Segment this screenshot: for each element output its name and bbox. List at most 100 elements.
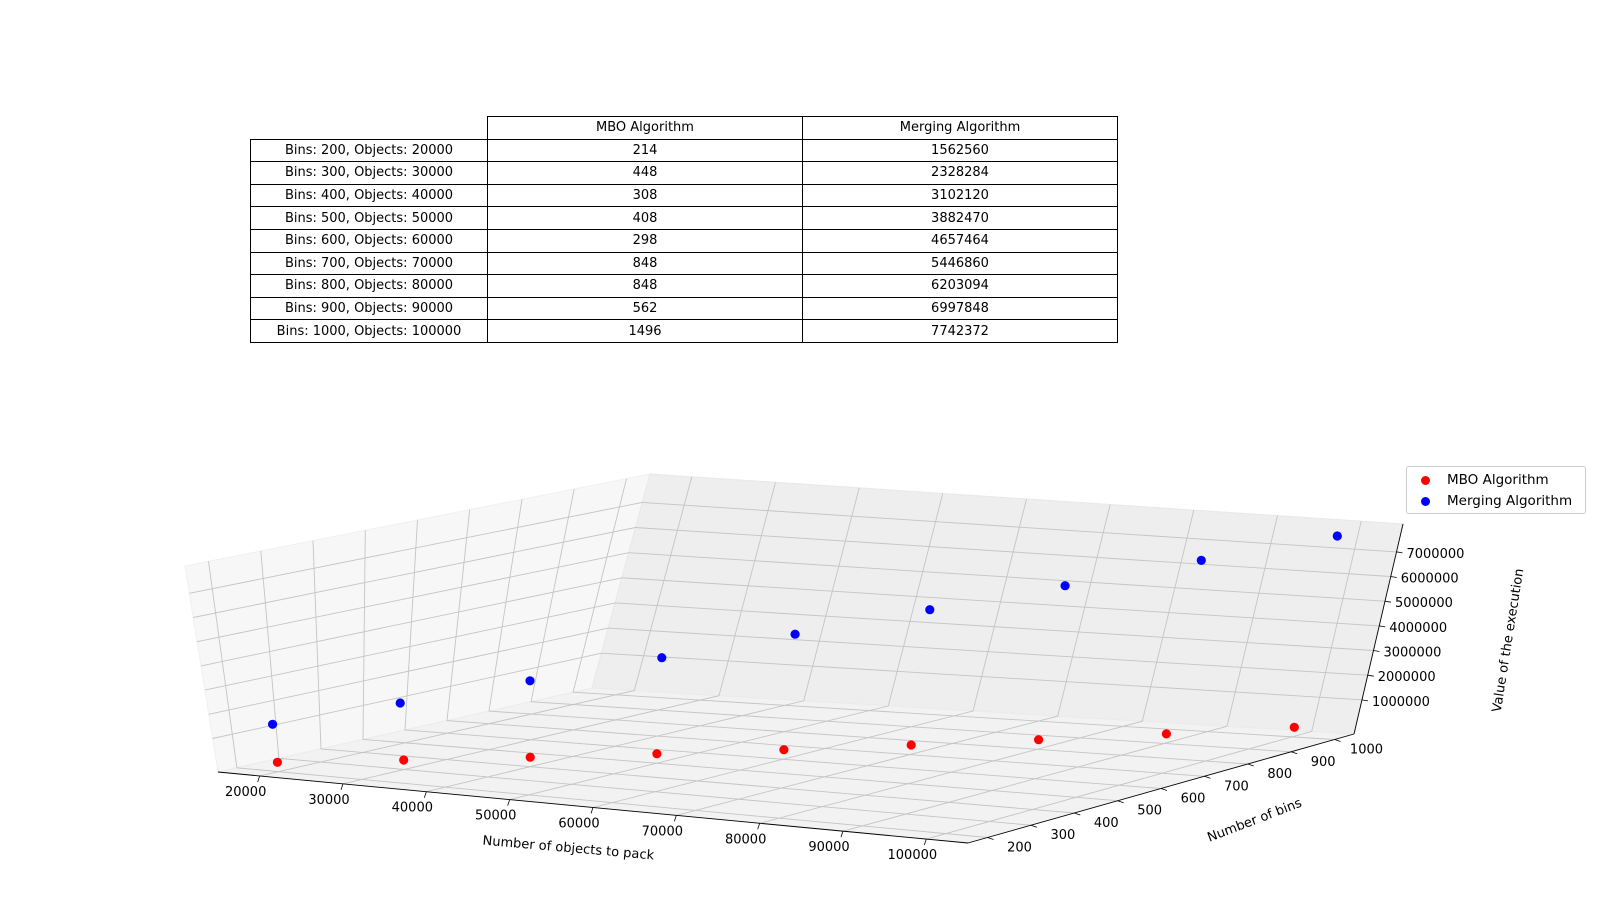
- row-label-cell: Bins: 1000, Objects: 100000: [250, 319, 488, 343]
- mbo-data-point: [779, 745, 789, 755]
- x-grid-line: [426, 487, 860, 793]
- x-tick-label: 100000: [888, 848, 938, 863]
- mbo-value-cell: 848: [487, 251, 803, 276]
- y-tick-label: 1000: [1350, 743, 1383, 758]
- y-tick-mark: [1247, 763, 1254, 767]
- y-axis-label: Number of bins: [1205, 796, 1304, 846]
- z-tick-label: 7000000: [1406, 547, 1464, 562]
- y-grid-line: [572, 478, 1335, 740]
- row-label-cell: Bins: 900, Objects: 90000: [250, 296, 488, 321]
- y-tick-mark: [1117, 800, 1124, 804]
- y-tick-label: 200: [1007, 840, 1032, 855]
- mbo-data-point: [525, 752, 535, 762]
- legend-marker-mbo: [1421, 475, 1430, 485]
- mbo-data-point: [906, 740, 916, 750]
- merging-value-cell: 3102120: [802, 183, 1118, 208]
- x-tick-label: 60000: [558, 817, 599, 832]
- merging-data-point: [525, 676, 535, 686]
- y-tick-mark: [987, 837, 994, 840]
- z-tick-mark: [1396, 551, 1403, 554]
- merging-data-point: [268, 719, 278, 729]
- x-tick-mark: [923, 838, 927, 846]
- merging-value-cell: 2328284: [802, 161, 1118, 185]
- x-grid-line: [926, 521, 1362, 840]
- x-tick-mark: [257, 775, 261, 783]
- x-tick-label: 90000: [808, 840, 849, 855]
- mbo-data-point: [1161, 729, 1171, 739]
- row-label-cell: Bins: 500, Objects: 50000: [250, 206, 488, 230]
- y-tick-label: 700: [1224, 779, 1249, 794]
- table-row: Bins: 600, Objects: 60000 298 4657464: [250, 228, 1118, 253]
- y-grid-line: [530, 488, 1292, 753]
- legend-label-merging: Merging Algorithm: [1447, 493, 1573, 509]
- y-tick-mark: [1204, 775, 1211, 779]
- x-grid-line: [592, 498, 1027, 808]
- table-body: MBO Algorithm Merging Algorithm Bins: 200,…: [250, 116, 1118, 343]
- z-tick-label: 3000000: [1383, 646, 1441, 661]
- y-tick-label: 800: [1267, 767, 1292, 782]
- z-tick-mark: [1379, 625, 1386, 628]
- legend-item-merging: Merging Algorithm: [1421, 491, 1572, 511]
- legend: MBO Algorithm Merging Algorithm: [1406, 466, 1586, 514]
- row-label-cell: Bins: 600, Objects: 60000: [250, 228, 488, 253]
- table-row: Bins: 1000, Objects: 100000 1496 7742372: [250, 319, 1118, 343]
- z-tick-mark: [1367, 674, 1374, 677]
- mbo-value-cell: 1496: [487, 319, 803, 343]
- y-tick-label: 300: [1050, 828, 1075, 843]
- table-header-row: MBO Algorithm Merging Algorithm: [250, 116, 1118, 140]
- merging-data-point: [1060, 581, 1070, 591]
- table-row: Bins: 700, Objects: 70000 848 5446860: [250, 251, 1118, 276]
- x-axis-label: Number of objects to pack: [482, 834, 655, 864]
- x-tick-mark: [590, 807, 594, 814]
- x-tick-label: 50000: [475, 809, 516, 824]
- mbo-data-point: [399, 755, 409, 765]
- mbo-data-point: [652, 749, 662, 759]
- x-tick-label: 70000: [642, 824, 683, 839]
- mbo-data-point: [272, 757, 282, 767]
- merging-value-cell: 7742372: [802, 319, 1118, 343]
- y-tick-label: 900: [1311, 755, 1336, 770]
- y-grid-line: [404, 519, 1162, 789]
- z-grid-line: [193, 527, 1391, 618]
- table-row: Bins: 300, Objects: 30000 448 2328284: [250, 161, 1118, 185]
- table-header-merging: Merging Algorithm: [802, 116, 1118, 140]
- z-grid-line: [204, 602, 1374, 691]
- z-grid-line: [189, 501, 1397, 594]
- z-tick-label: 5000000: [1395, 596, 1453, 611]
- mbo-value-cell: 214: [487, 138, 803, 163]
- row-label-cell: Bins: 400, Objects: 40000: [250, 183, 488, 208]
- x-grid-line: [759, 509, 1195, 824]
- y-grid-line: [362, 530, 1118, 802]
- x-tick-label: 30000: [308, 793, 349, 808]
- x-tick-mark: [840, 831, 844, 838]
- y-grid-line: [446, 509, 1205, 777]
- grid-lines: [189, 476, 1397, 840]
- x-tick-mark: [340, 783, 344, 790]
- y-tick-mark: [1334, 739, 1341, 742]
- y-grid-line: [488, 499, 1248, 765]
- z-tick-mark: [1373, 650, 1380, 652]
- axis-panes: [184, 473, 1404, 844]
- z-tick-label: 2000000: [1378, 670, 1436, 685]
- x-grid-line: [509, 493, 944, 801]
- x-tick-label: 20000: [225, 785, 266, 800]
- z-axis-label: Value of the execution: [1490, 568, 1528, 714]
- table-row: Bins: 800, Objects: 80000 848 6203094: [250, 274, 1118, 298]
- row-label-cell: Bins: 700, Objects: 70000: [250, 251, 488, 276]
- x-tick-mark: [507, 799, 511, 806]
- y-grid-line: [312, 540, 1075, 814]
- y-tick-label: 600: [1181, 792, 1206, 807]
- x-tick-mark: [423, 791, 427, 798]
- z-tick-mark: [1390, 576, 1397, 578]
- merging-data-point: [925, 605, 935, 615]
- merging-data-point: [657, 653, 667, 663]
- results-table: MBO Algorithm Merging Algorithm Bins: 200,…: [250, 116, 1118, 343]
- z-axis-line: [1353, 523, 1404, 735]
- y-tick-mark: [1074, 812, 1081, 816]
- x-tick-mark: [757, 823, 761, 830]
- merging-data-point: [1196, 555, 1206, 566]
- z-grid-line: [200, 577, 1380, 667]
- y-tick-label: 500: [1137, 804, 1162, 819]
- table-row: Bins: 900, Objects: 90000 562 6997848: [250, 296, 1118, 321]
